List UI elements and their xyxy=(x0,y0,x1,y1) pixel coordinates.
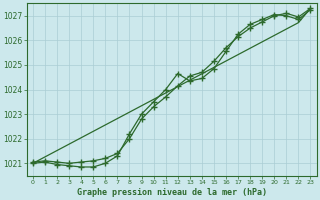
X-axis label: Graphe pression niveau de la mer (hPa): Graphe pression niveau de la mer (hPa) xyxy=(77,188,267,197)
